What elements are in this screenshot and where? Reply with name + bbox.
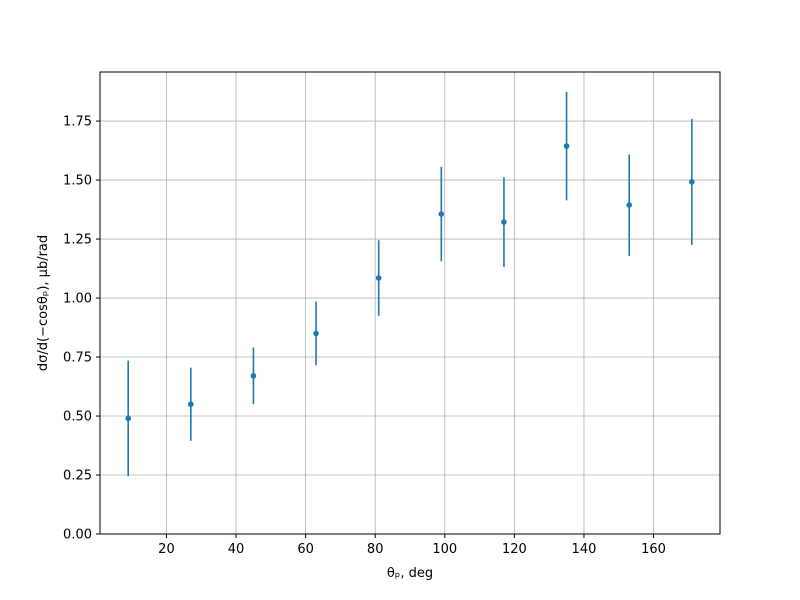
y-tick-label: 1.00 xyxy=(63,292,92,307)
data-point xyxy=(626,202,632,208)
x-tick-label: 100 xyxy=(432,542,457,557)
x-tick-label: 60 xyxy=(297,542,314,557)
y-tick-label: 0.00 xyxy=(63,528,92,543)
x-tick-label: 80 xyxy=(367,542,384,557)
x-axis-label: θₚ, deg xyxy=(387,566,433,581)
data-point xyxy=(375,275,382,281)
y-tick-label: 0.75 xyxy=(63,351,92,366)
x-tick-label: 120 xyxy=(502,542,527,557)
data-point xyxy=(438,211,445,217)
data-point xyxy=(563,143,570,149)
data-point xyxy=(188,401,194,408)
y-tick-label: 1.25 xyxy=(63,233,92,248)
data-point xyxy=(501,219,507,225)
y-tick-label: 0.25 xyxy=(63,469,92,484)
data-point xyxy=(313,330,319,337)
y-axis-label: dσ/d(−cosθₚ), μb/rad xyxy=(36,235,51,371)
y-tick-label: 0.50 xyxy=(63,410,92,425)
x-tick-label: 40 xyxy=(228,542,245,557)
y-tick-label: 1.75 xyxy=(63,115,92,130)
data-point xyxy=(125,415,131,422)
plot-frame xyxy=(99,71,721,535)
data-point xyxy=(250,373,257,379)
x-tick-label: 20 xyxy=(158,542,175,557)
data-point xyxy=(689,179,695,185)
x-tick-label: 160 xyxy=(641,542,666,557)
y-tick-label: 1.50 xyxy=(63,174,92,189)
x-tick-label: 140 xyxy=(572,542,597,557)
